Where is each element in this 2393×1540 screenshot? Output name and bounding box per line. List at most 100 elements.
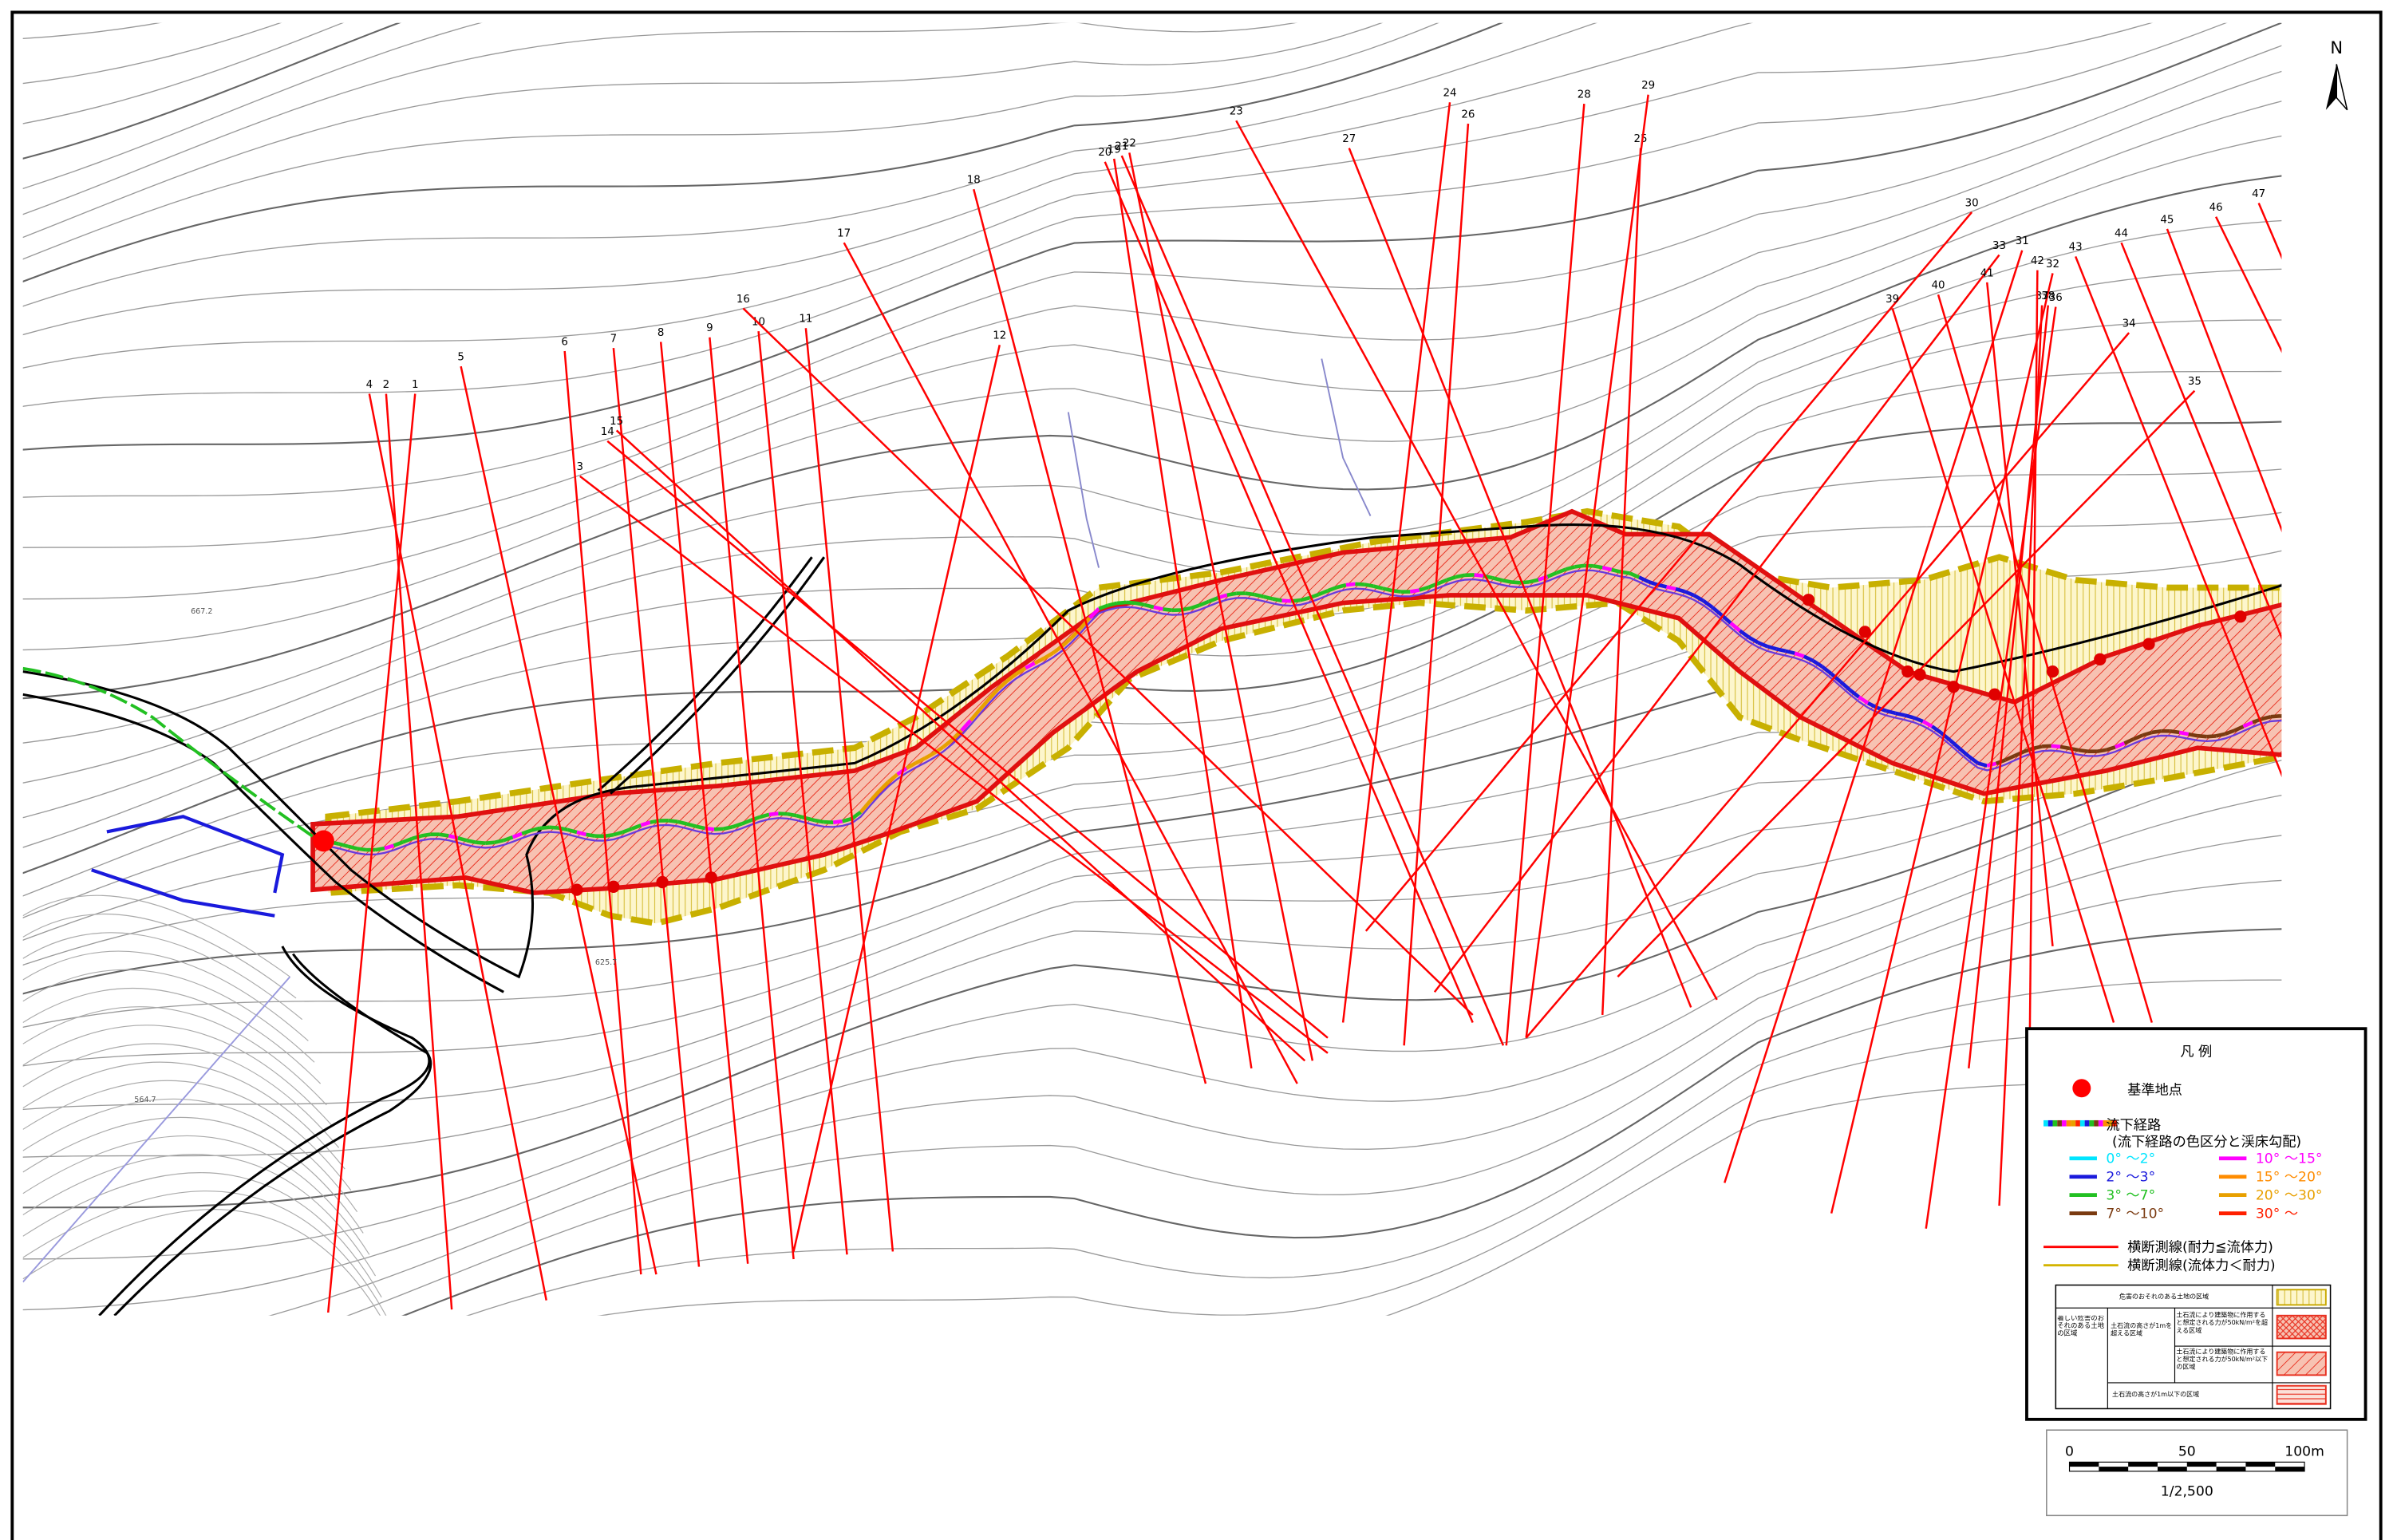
contour [22, 1080, 352, 1191]
flow-path [1601, 565, 1613, 572]
north-arrow-right [2336, 64, 2348, 111]
flow-path [1153, 605, 1163, 611]
section-line [973, 188, 1207, 1084]
contour [1385, 1080, 2282, 1316]
contour [22, 1154, 376, 1277]
section-line [742, 307, 1474, 1016]
flow-path [1491, 576, 1503, 582]
structure [91, 815, 285, 918]
section-line [2075, 255, 2282, 777]
contour [22, 22, 1753, 336]
contour [22, 22, 1297, 215]
section-line [579, 475, 1329, 1054]
zone-force-under-swatch [2276, 1351, 2327, 1376]
section-point [1858, 626, 1871, 638]
flow-path [2105, 745, 2116, 752]
flow-path [1355, 582, 1365, 586]
flow-path-symbol-segment [2103, 1119, 2108, 1127]
section-label: 44 [2115, 228, 2128, 240]
contour [22, 795, 2282, 1311]
flow-path [668, 819, 678, 824]
flow-path [375, 846, 385, 852]
flow-path [2151, 729, 2162, 735]
section-line [1364, 211, 1973, 932]
stream [1067, 412, 1100, 568]
section-label: 29 [1641, 80, 1655, 92]
flow-path [1060, 636, 1073, 648]
flow-path [1967, 755, 1980, 765]
flow-path [1894, 711, 1905, 717]
flow-path [1088, 607, 1100, 620]
flow-path [1143, 602, 1155, 610]
flow-path [997, 679, 1009, 691]
section-line [2120, 242, 2282, 641]
stream [22, 976, 291, 1283]
slope-label: 3° ～7° [2106, 1187, 2155, 1203]
flow-path [1098, 603, 1109, 610]
flow-path [1163, 607, 1173, 613]
section-point [1947, 681, 1960, 693]
scale-tick-label: 100m [2284, 1444, 2324, 1460]
contour [22, 1006, 327, 1106]
section-line [1112, 158, 1253, 1069]
section-label: 30 [1965, 197, 1979, 209]
flow-path [1904, 713, 1915, 720]
flow-path [531, 826, 541, 832]
section-line [385, 393, 453, 1310]
flow-path [878, 780, 890, 793]
flow-path [1931, 725, 1943, 735]
flow-path [805, 816, 815, 823]
scale-box [2046, 1429, 2348, 1517]
scale-segment [2128, 1462, 2158, 1467]
upstream-flow-path [22, 666, 314, 838]
flow-path [1327, 585, 1338, 593]
contour [22, 101, 2282, 600]
flow-path-symbol-segment [2107, 1119, 2113, 1127]
scale-segment [2275, 1467, 2305, 1471]
flow-path [1005, 672, 1018, 682]
contour [22, 1172, 382, 1298]
flow-path [1254, 592, 1265, 598]
flow-path [2041, 744, 2051, 748]
section-label: 1 [412, 379, 419, 391]
flow-path [1419, 585, 1429, 592]
flow-path [2224, 729, 2235, 736]
section-line [1403, 123, 1470, 1046]
section-line [2166, 228, 2282, 533]
section-line [612, 348, 701, 1267]
flow-path [842, 816, 852, 823]
flow-path-symbol [2044, 1119, 2117, 1127]
contour [346, 879, 2282, 1316]
contour [598, 1030, 2282, 1316]
slope-label: 30° ～ [2256, 1206, 2298, 1222]
flow-path [1858, 695, 1870, 705]
scale-tick-label: 0 [2065, 1444, 2074, 1460]
section-point [1802, 594, 1815, 606]
flow-path [1079, 616, 1092, 630]
road [113, 953, 432, 1316]
contour [22, 760, 2282, 1260]
section-line [1120, 155, 1505, 1046]
section-point [1901, 665, 1914, 678]
section-point [1913, 668, 1926, 681]
slope-label: 15° ～20° [2256, 1169, 2323, 1185]
flow-path [1757, 641, 1768, 649]
flow-path [1711, 606, 1723, 617]
flow-path [1436, 578, 1448, 586]
flow-path [2280, 714, 2282, 718]
flow-path [457, 836, 468, 843]
section-label: 26 [1461, 109, 1475, 120]
flow-path [1207, 596, 1219, 604]
flow-path [1299, 596, 1310, 602]
flow-path [466, 839, 477, 844]
flow-path [439, 832, 449, 838]
flow-path-symbol-segment [2079, 1119, 2085, 1127]
flow-path [2170, 729, 2180, 735]
elevation-label: 564.7 [134, 1096, 156, 1104]
section-line [843, 242, 1298, 1084]
flow-path [1409, 588, 1420, 594]
section-label: 39 [1886, 294, 1899, 306]
section-label: 40 [1932, 280, 1945, 292]
map-area: 4215678910111231415161718192021222324252… [22, 22, 2282, 1316]
